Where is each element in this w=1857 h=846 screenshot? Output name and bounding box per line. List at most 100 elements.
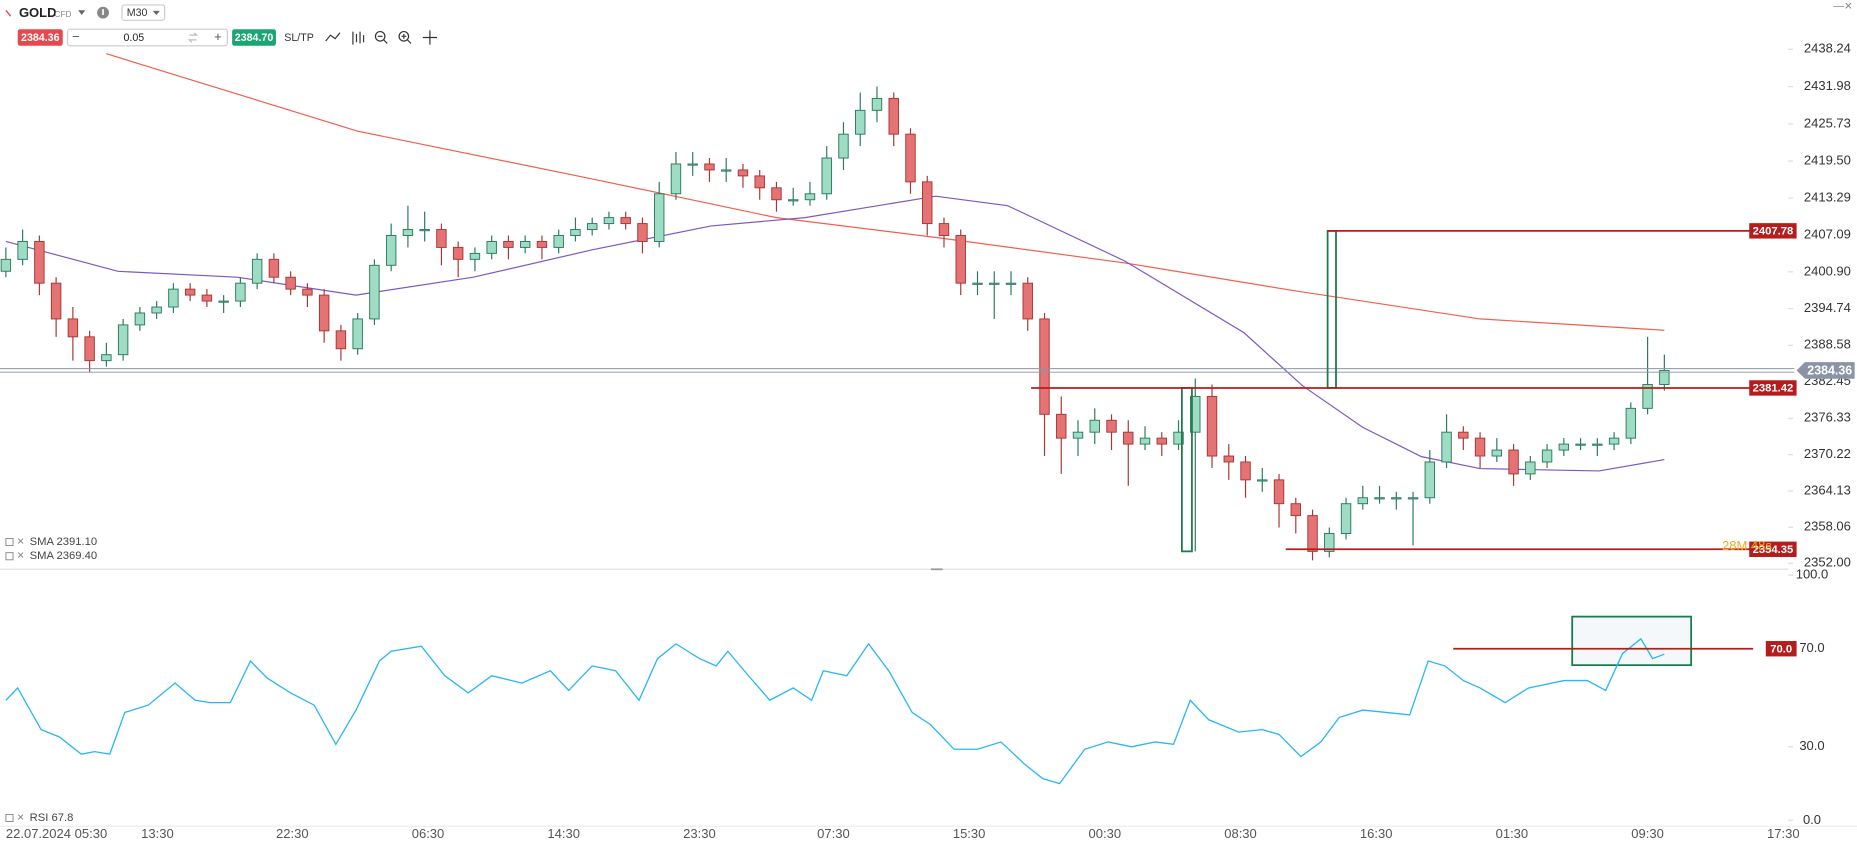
candle-body [117, 324, 129, 356]
line-tool[interactable] [325, 32, 341, 42]
candle-body [101, 354, 112, 362]
candle-body [1123, 431, 1134, 445]
buy-button[interactable] [232, 29, 276, 46]
candle-body [771, 187, 782, 201]
timeframe-box[interactable] [121, 4, 166, 21]
x-tick-label: 22.07.2024 05:30 [6, 826, 107, 841]
current-price-label-box [1796, 362, 1855, 379]
window-controls[interactable]: —✕ [1833, 1, 1853, 13]
candle-body [804, 193, 816, 201]
legend-icon [5, 552, 14, 561]
quantity-input[interactable] [66, 28, 228, 47]
crosshair-tool[interactable] [422, 30, 438, 45]
level-label-box [1749, 223, 1797, 239]
timeframe: M30 [127, 7, 148, 19]
y-tick-label: 2431.98 [1804, 78, 1851, 93]
candle-body [1273, 479, 1285, 505]
legend-close: ✕ [17, 537, 25, 548]
candle-body [637, 223, 648, 242]
y-tick-label: 2388.58 [1804, 337, 1851, 352]
candle-body [1374, 497, 1385, 500]
candle-body [1290, 503, 1302, 517]
level-label-box [1749, 380, 1797, 396]
candle-body [1240, 461, 1251, 481]
candle-body [503, 240, 514, 248]
sltp-button[interactable]: SL/TP [284, 32, 314, 44]
x-tick-label: 07:30 [817, 826, 850, 841]
candle-body [536, 240, 548, 248]
candle-body [871, 97, 883, 111]
candle-body [1458, 431, 1469, 439]
candle-body [34, 240, 45, 284]
candle-body [369, 264, 380, 320]
chart-layer: 22.07.2024 05:30 13:30 22:30 06:30 14:30 23:3… [0, 41, 1855, 841]
candle-body [251, 258, 263, 284]
swap-icon[interactable] [188, 32, 199, 43]
candle-body [1340, 503, 1352, 534]
candle-body [821, 157, 832, 195]
y-tick-label: 30.0 [1799, 738, 1824, 753]
candle-body [922, 181, 933, 225]
zoom-in-glyph [401, 33, 412, 44]
symbol-dropdown[interactable] [78, 10, 86, 16]
y-tick-label: 2413.29 [1804, 189, 1851, 204]
instrument-type: CFD [54, 9, 71, 19]
candle-body [1441, 431, 1452, 463]
candle-body [1474, 437, 1486, 457]
y-tick-label: 0.0 [1803, 812, 1821, 827]
countdown-timer: 28M 48s [1722, 538, 1772, 553]
candle-body [84, 336, 95, 362]
x-tick-label: 09:30 [1631, 826, 1664, 841]
zoom-in[interactable] [398, 30, 410, 42]
candle-body [1139, 437, 1151, 445]
y-tick-label: 2358.06 [1804, 519, 1851, 534]
candle-body [1072, 431, 1084, 439]
candle-body [653, 193, 665, 242]
sell-price: 2384.36 [21, 32, 60, 44]
candle-body [972, 282, 983, 285]
candle-body [134, 312, 146, 326]
increase[interactable]: + [214, 29, 222, 44]
level-label: 2381.42 [1753, 383, 1794, 395]
candle-body [838, 133, 849, 159]
legend-icon [5, 537, 14, 547]
candle-body [519, 240, 531, 248]
zoom-out-glyph [377, 35, 388, 44]
candle-body [168, 288, 179, 308]
candle-body [855, 109, 866, 135]
candle-body [17, 240, 28, 260]
candle-body [352, 318, 363, 350]
zoom-out[interactable] [374, 30, 386, 42]
candle-body [335, 330, 347, 350]
symbol[interactable]: GOLD [19, 5, 57, 20]
current-price-label: 2384.36 [1807, 363, 1852, 377]
y-tick-label: 2376.33 [1804, 410, 1851, 425]
legend-close: ✕ [17, 812, 25, 823]
candle-body [1005, 282, 1017, 285]
candle-body [1089, 419, 1100, 433]
sell-button[interactable] [17, 29, 63, 46]
y-tick-label: 2370.22 [1804, 446, 1851, 461]
sma-line [5, 195, 1665, 472]
candle-body [1558, 443, 1570, 451]
x-tick-label: 23:30 [683, 826, 716, 841]
flag-icon [5, 9, 12, 17]
decrease[interactable]: − [72, 29, 80, 44]
x-tick-label: 14:30 [547, 826, 580, 841]
candle-body [50, 282, 62, 320]
candle-body [1022, 282, 1033, 320]
candle-body [1525, 461, 1536, 475]
y-tick-label: 2438.24 [1804, 41, 1851, 56]
candle-body [1659, 369, 1670, 385]
y-tick-label: 2425.73 [1804, 115, 1851, 130]
timeframe-dropdown [152, 10, 160, 16]
candle-body [1106, 419, 1117, 433]
x-tick-label: 22:30 [276, 826, 309, 841]
candle-tool[interactable] [352, 31, 365, 45]
x-tick-label: 06:30 [412, 826, 445, 841]
x-tick-label: 08:30 [1224, 826, 1257, 841]
candle-body [402, 229, 414, 236]
candle-body [737, 169, 749, 177]
level-label: 2407.78 [1753, 225, 1794, 237]
